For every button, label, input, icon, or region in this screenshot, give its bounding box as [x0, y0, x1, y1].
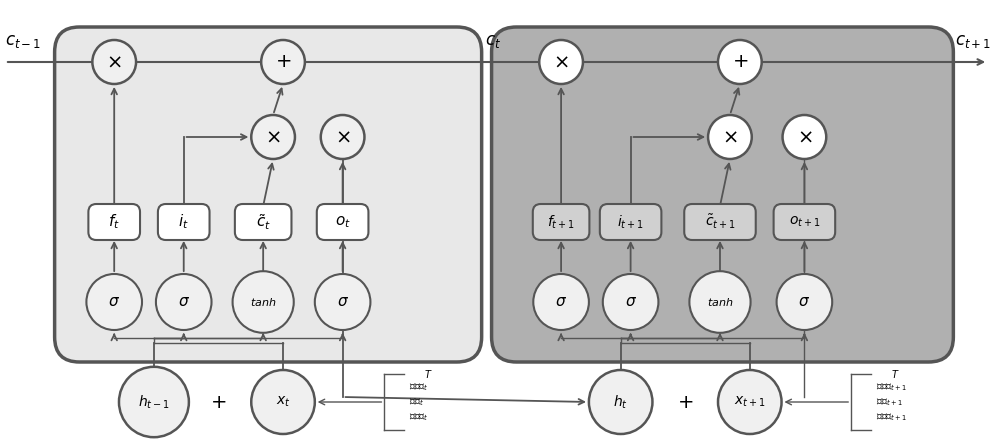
Circle shape: [251, 370, 315, 434]
FancyBboxPatch shape: [600, 204, 661, 240]
Circle shape: [777, 274, 832, 330]
Text: 比周$_{t+1}$: 比周$_{t+1}$: [876, 396, 903, 408]
Text: $i_t$: $i_t$: [178, 213, 189, 232]
Text: $f_{t+1}$: $f_{t+1}$: [547, 213, 575, 231]
Circle shape: [589, 370, 652, 434]
Text: 欧拉数$_{t+1}$: 欧拉数$_{t+1}$: [876, 411, 907, 423]
Text: $\sigma$: $\sigma$: [625, 295, 637, 309]
Text: $x_{t+1}$: $x_{t+1}$: [734, 395, 766, 409]
Text: $c_{t-1}$: $c_{t-1}$: [5, 32, 41, 50]
Text: $x_t$: $x_t$: [276, 395, 290, 409]
Text: $tanh$: $tanh$: [250, 296, 276, 308]
Text: $o_{t+1}$: $o_{t+1}$: [789, 215, 820, 229]
Circle shape: [315, 274, 370, 330]
FancyBboxPatch shape: [533, 204, 589, 240]
Text: $\sigma$: $\sigma$: [555, 295, 567, 309]
Text: 孔隙度$_t$: 孔隙度$_t$: [409, 381, 429, 393]
Text: $\times$: $\times$: [335, 127, 350, 147]
Text: $T$: $T$: [424, 368, 433, 380]
Text: 比周$_t$: 比周$_t$: [409, 396, 424, 408]
Text: $\times$: $\times$: [106, 52, 122, 72]
Text: $\sigma$: $\sigma$: [178, 295, 190, 309]
Circle shape: [251, 115, 295, 159]
Text: $\times$: $\times$: [797, 127, 812, 147]
Text: 欧拉数$_t$: 欧拉数$_t$: [409, 411, 429, 423]
Text: $\times$: $\times$: [265, 127, 281, 147]
Circle shape: [261, 40, 305, 84]
Text: $c_{t+1}$: $c_{t+1}$: [955, 32, 992, 50]
FancyBboxPatch shape: [684, 204, 756, 240]
Circle shape: [708, 115, 752, 159]
FancyBboxPatch shape: [492, 27, 953, 362]
FancyBboxPatch shape: [88, 204, 140, 240]
Circle shape: [539, 40, 583, 84]
Text: $\tilde{c}_{t+1}$: $\tilde{c}_{t+1}$: [705, 213, 735, 231]
FancyBboxPatch shape: [317, 204, 368, 240]
Circle shape: [533, 274, 589, 330]
FancyBboxPatch shape: [158, 204, 210, 240]
Text: $i_{t+1}$: $i_{t+1}$: [617, 213, 644, 231]
FancyBboxPatch shape: [235, 204, 291, 240]
Circle shape: [86, 274, 142, 330]
Circle shape: [156, 274, 212, 330]
Text: $+$: $+$: [210, 392, 227, 412]
Text: $c_t$: $c_t$: [485, 32, 501, 50]
Circle shape: [321, 115, 364, 159]
Circle shape: [718, 40, 762, 84]
FancyBboxPatch shape: [55, 27, 482, 362]
Circle shape: [92, 40, 136, 84]
Text: $+$: $+$: [677, 392, 693, 412]
Text: $h_{t-1}$: $h_{t-1}$: [138, 393, 170, 411]
Circle shape: [783, 115, 826, 159]
Text: $T$: $T$: [891, 368, 899, 380]
Circle shape: [603, 274, 658, 330]
Text: $\sigma$: $\sigma$: [798, 295, 810, 309]
Text: $+$: $+$: [275, 52, 291, 72]
Circle shape: [119, 367, 189, 437]
Circle shape: [718, 370, 782, 434]
Text: 孔隙度$_{t+1}$: 孔隙度$_{t+1}$: [876, 381, 907, 393]
Text: $+$: $+$: [732, 52, 748, 72]
Text: $o_t$: $o_t$: [335, 214, 351, 230]
Text: $\tilde{c}_t$: $\tilde{c}_t$: [256, 212, 271, 232]
Text: $\times$: $\times$: [553, 52, 569, 72]
Text: $\sigma$: $\sigma$: [108, 295, 120, 309]
Text: $\sigma$: $\sigma$: [337, 295, 349, 309]
Text: $tanh$: $tanh$: [707, 296, 733, 308]
FancyBboxPatch shape: [774, 204, 835, 240]
Circle shape: [233, 271, 294, 333]
Text: $\times$: $\times$: [722, 127, 738, 147]
Text: $f_t$: $f_t$: [108, 213, 120, 232]
Text: $h_t$: $h_t$: [613, 393, 628, 411]
Circle shape: [689, 271, 751, 333]
